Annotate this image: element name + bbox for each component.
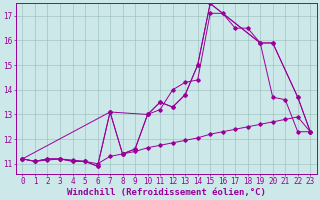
X-axis label: Windchill (Refroidissement éolien,°C): Windchill (Refroidissement éolien,°C) xyxy=(67,188,266,197)
